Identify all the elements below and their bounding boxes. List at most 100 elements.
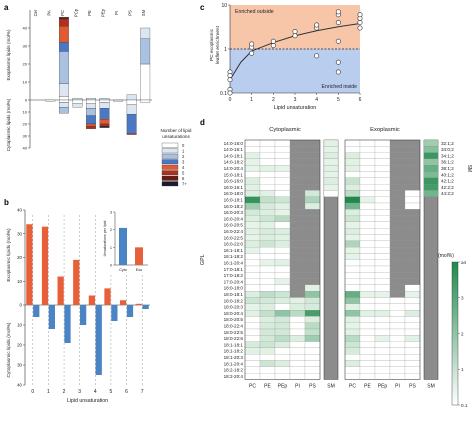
- category-label: PE: [87, 10, 92, 16]
- cyto-cell: [259, 221, 276, 229]
- exo-cell: [359, 247, 376, 254]
- row-label: 16:0-16:0: [224, 179, 244, 184]
- exo-cell: [389, 190, 406, 197]
- legend-label: 6: [182, 176, 185, 181]
- cyto-cell: [259, 158, 276, 166]
- exo-cell: [359, 190, 376, 197]
- cyto-cell: [289, 190, 306, 197]
- row-label: 16:1-18:2: [224, 254, 244, 259]
- bar-exo: [72, 98, 83, 101]
- exo-cell: [344, 322, 361, 330]
- exo-cell: [359, 240, 376, 248]
- legend-label: 5: [182, 171, 185, 176]
- exo-cell: [389, 146, 406, 153]
- bar-cyto: [86, 108, 96, 116]
- y-tick-label: 30: [17, 363, 22, 368]
- row-label: 18:0-22:6: [224, 336, 244, 341]
- exo-cell: [359, 335, 376, 342]
- row-label: 14:0-20:4: [224, 166, 244, 171]
- cyto-cell: [244, 196, 261, 204]
- exo-cell: [374, 158, 391, 166]
- column-label: PC: [349, 383, 356, 389]
- bar-cyto: [86, 99, 96, 104]
- row-label: 18:0-22:4: [224, 324, 244, 329]
- cyto-cell: [259, 303, 276, 311]
- cyto-cell: [289, 146, 306, 153]
- exo-cell: [404, 228, 421, 235]
- exo-cell: [374, 284, 391, 292]
- bar-cyto: [99, 126, 110, 128]
- row-label: 18:2-18:2: [224, 368, 244, 373]
- y-tick-label: 20: [23, 122, 28, 127]
- exo-cell: [404, 297, 421, 304]
- fit-curve: [229, 22, 361, 81]
- exo-cell: [389, 278, 406, 286]
- exo-cell: [359, 171, 376, 178]
- cyto-cell: [304, 190, 321, 197]
- row-label: 16:1-18:1: [224, 248, 244, 253]
- cyto-cell: [259, 177, 276, 185]
- data-point: [335, 20, 341, 26]
- exo-cell: [374, 139, 391, 147]
- y-tick-label: 40: [23, 146, 28, 151]
- cyto-cell: [259, 228, 276, 235]
- bar-cyto: [58, 99, 69, 103]
- row-label: 18:0-22:5: [224, 330, 244, 335]
- row-label: 18:1-20:4: [224, 361, 244, 366]
- data-point: [335, 38, 341, 44]
- exo-cell: [404, 171, 421, 178]
- cyto-cell: [244, 297, 261, 304]
- cyto-cell: [289, 171, 306, 178]
- bar-exo: [57, 276, 64, 305]
- cyto-cell: [244, 322, 261, 330]
- data-point: [270, 38, 276, 44]
- colorbar-title: (mol%): [438, 253, 454, 259]
- exo-cell: [389, 316, 406, 323]
- sm-row-label: 42:2;2: [441, 185, 454, 190]
- legend-label: 7+: [182, 182, 187, 187]
- bar-exo: [140, 63, 151, 101]
- cyto-cell: [274, 354, 291, 361]
- exo-cell: [389, 335, 406, 342]
- x-tick-label: 5: [110, 389, 113, 395]
- cyto-cell: [259, 341, 276, 349]
- sm-exo-cell: [423, 146, 439, 153]
- y-axis-label-bottom: Cytoplasmic lipids (mol%): [6, 322, 12, 377]
- legend-swatch: [161, 153, 179, 159]
- exo-cell: [344, 171, 361, 178]
- column-label: PE: [364, 383, 371, 389]
- bar-cyto: [99, 123, 110, 127]
- cyto-cell: [259, 335, 276, 342]
- bar-cyto: [113, 99, 124, 102]
- y-tick-label: 40: [17, 383, 22, 388]
- column-label: PI: [295, 383, 300, 389]
- y-tick-label: 40: [17, 208, 22, 213]
- cyto-cell: [289, 234, 306, 241]
- exo-cell: [344, 139, 361, 147]
- exo-cell: [344, 221, 361, 229]
- bar-exo: [58, 18, 69, 27]
- y-tick-label: 10: [23, 110, 28, 115]
- x-tick-label: 1: [47, 389, 50, 395]
- exo-cell: [359, 297, 376, 304]
- column-label: PE: [264, 383, 271, 389]
- cyto-cell: [289, 177, 306, 185]
- bar-exo: [58, 96, 69, 101]
- data-point: [357, 25, 363, 31]
- x-tick-label: 3: [294, 97, 297, 103]
- legend-label: 4: [182, 165, 185, 170]
- row-label: 16:0-22:5: [224, 235, 244, 240]
- data-point: [249, 50, 255, 56]
- y-tick-label: 0.1: [220, 91, 227, 97]
- cyto-cell: [259, 366, 276, 374]
- sm-exo-cell: [423, 139, 439, 147]
- cyto-cell: [274, 335, 291, 342]
- bar-cyto: [95, 305, 102, 375]
- exo-cell: [404, 202, 421, 210]
- sm-exo-cell: [423, 152, 439, 160]
- cyto-cell: [244, 335, 261, 342]
- y-tick-label: 20: [23, 62, 28, 67]
- inset-y-tick-label: 1: [110, 246, 112, 250]
- exo-cell: [404, 366, 421, 374]
